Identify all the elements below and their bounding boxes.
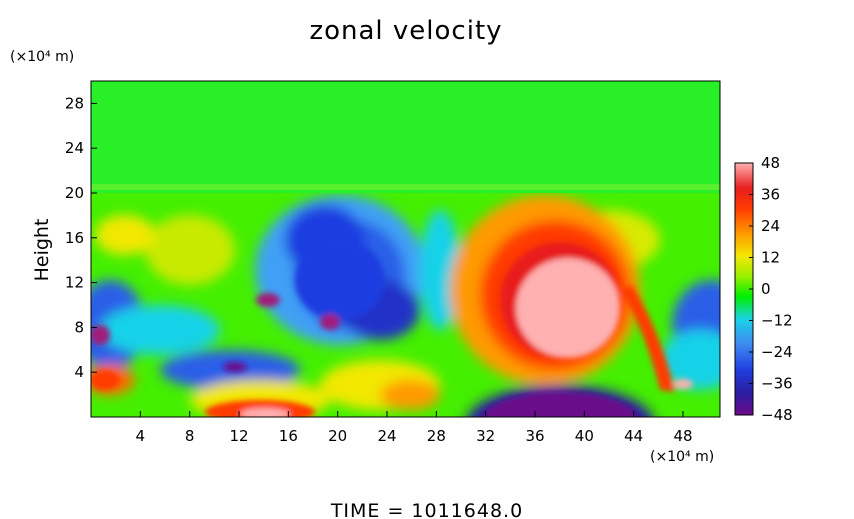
x-axis-unit: (×10⁴ m) xyxy=(650,449,714,465)
x-tick-label: 40 xyxy=(575,427,594,445)
field-lower xyxy=(91,193,720,417)
x-tick-label: 20 xyxy=(328,427,347,445)
y-tick-label: 20 xyxy=(65,184,84,202)
x-tick-label: 12 xyxy=(229,427,248,445)
x-tick-label: 24 xyxy=(377,427,396,445)
colorbar-ticks: 48 36 24 12 0 −12 −24 −36 −48 xyxy=(749,154,793,424)
x-tick-label: 44 xyxy=(624,427,643,445)
y-tick-label: 8 xyxy=(74,318,84,336)
chart-title: zonal velocity xyxy=(309,16,502,46)
colorbar-tick-label: −48 xyxy=(761,406,793,424)
colorbar-tick-label: 48 xyxy=(761,154,780,172)
y-tick-label: 4 xyxy=(74,363,84,381)
jet-core xyxy=(516,258,620,358)
x-tick-label: 32 xyxy=(476,427,495,445)
x-tick-label: 48 xyxy=(673,427,692,445)
y-axis-unit: (×10⁴ m) xyxy=(10,49,74,65)
field-upper-green xyxy=(91,81,720,193)
colorbar-tick-label: 24 xyxy=(761,217,780,235)
tropopause-band xyxy=(91,184,720,190)
x-tick-label: 28 xyxy=(427,427,446,445)
heatmap-field xyxy=(90,80,721,418)
y-tick-label: 12 xyxy=(65,274,84,292)
colorbar-tick-label: −24 xyxy=(761,343,793,361)
colorbar-tick-label: 12 xyxy=(761,249,780,267)
colorbar-tick-label: −12 xyxy=(761,312,793,330)
colorbar-tick-label: −36 xyxy=(761,375,793,393)
x-axis-ticks: 4 8 12 16 20 24 28 32 36 40 44 48 xyxy=(136,411,693,445)
colorbar-tick-label: 0 xyxy=(761,280,771,298)
x-tick-label: 36 xyxy=(525,427,544,445)
x-tick-label: 8 xyxy=(185,427,195,445)
plot-frame xyxy=(90,80,721,418)
x-tick-label: 16 xyxy=(279,427,298,445)
y-axis-ticks: 4 8 12 16 20 24 28 xyxy=(65,94,97,381)
time-annotation: TIME = 1011648.0 xyxy=(330,500,523,519)
colorbar-tick-label: 36 xyxy=(761,186,780,204)
y-axis-label: Height xyxy=(31,219,53,282)
y-tick-label: 24 xyxy=(65,139,84,157)
y-tick-label: 28 xyxy=(65,94,84,112)
y-tick-label: 16 xyxy=(65,229,84,247)
surface-westward xyxy=(482,392,638,417)
x-tick-label: 4 xyxy=(136,427,146,445)
